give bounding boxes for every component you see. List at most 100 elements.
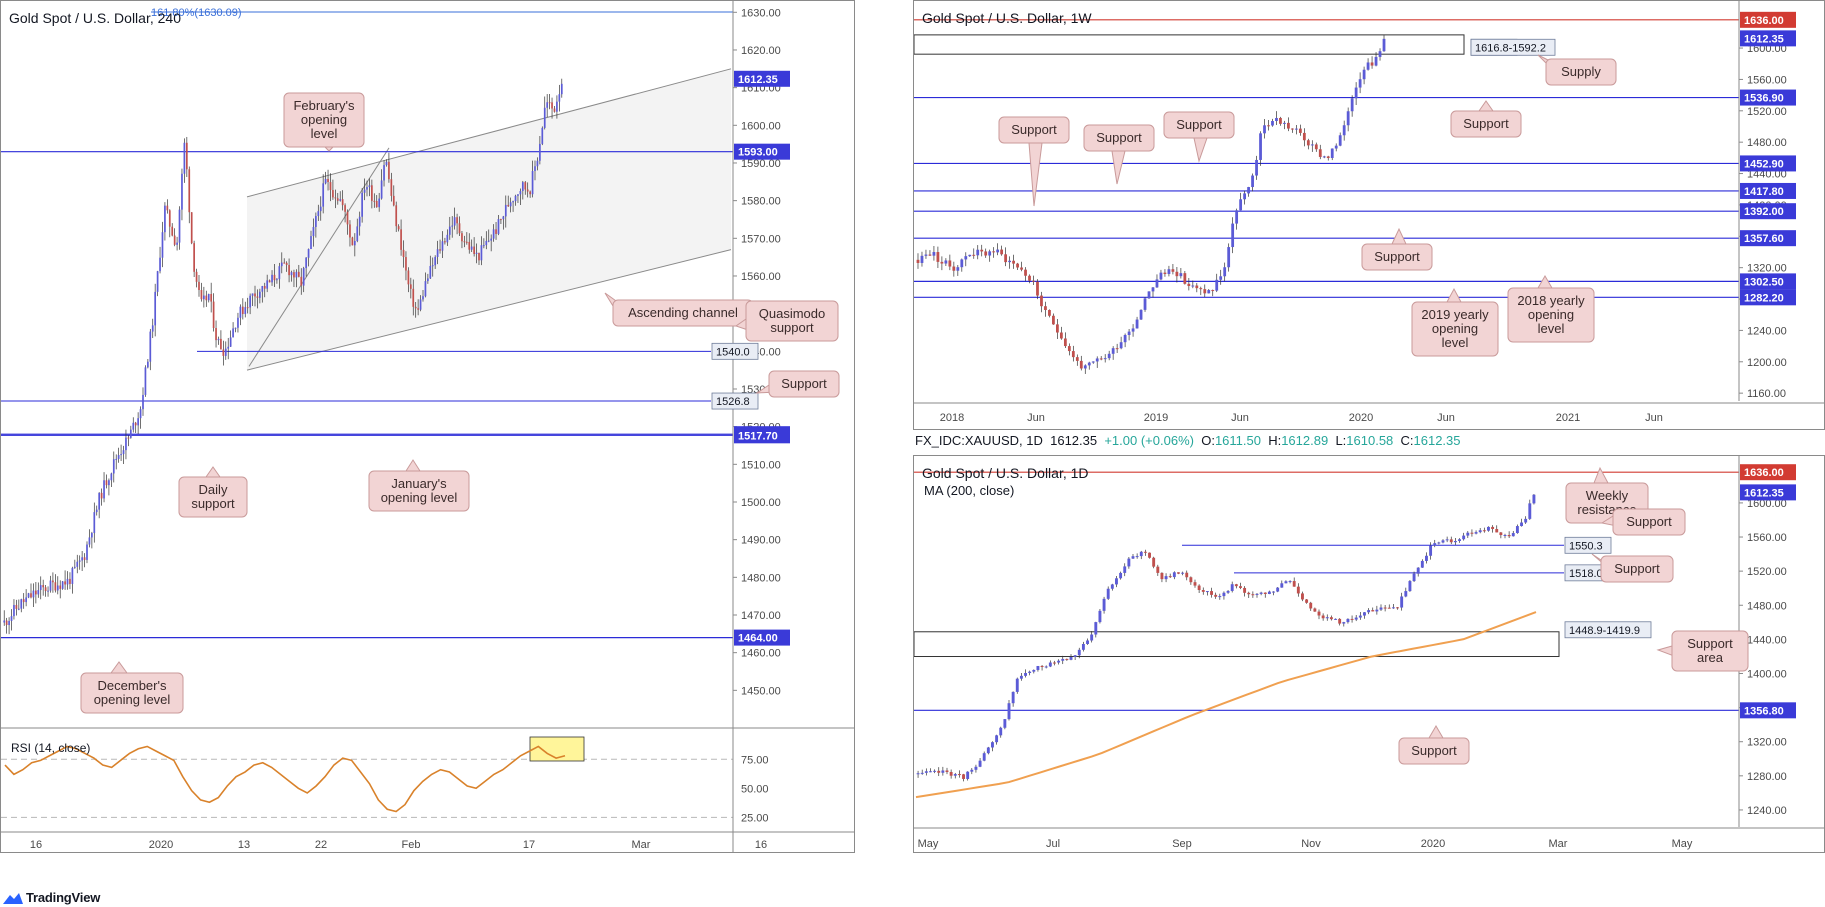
candle-body xyxy=(446,234,449,243)
candle-body xyxy=(553,108,556,112)
time-tick-label: May xyxy=(1672,838,1693,850)
time-tick-label: May xyxy=(918,838,939,850)
h4-chart-svg[interactable]: 161.80%(1630.09) 1630.001620.001610.00160… xyxy=(1,1,855,853)
candle-body xyxy=(1131,556,1135,559)
candle-body xyxy=(1234,584,1238,587)
w1-chart-svg[interactable]: 1600.001560.001520.001480.001440.001400.… xyxy=(914,1,1825,430)
candle-body xyxy=(1090,634,1094,641)
candle-body xyxy=(346,211,349,225)
chart-title: Gold Spot / U.S. Dollar, 240 xyxy=(9,10,181,26)
callout-text: level xyxy=(1538,321,1565,336)
callout-box xyxy=(283,92,365,148)
rsi-highlight-box xyxy=(529,736,585,762)
level-tag-box xyxy=(1564,536,1612,554)
candle-body xyxy=(1275,117,1278,122)
candle-body xyxy=(539,143,541,161)
candle-body xyxy=(1342,125,1346,136)
chart-panel-1w[interactable]: Gold Spot / U.S. Dollar, 1W 1600.00 1560.… xyxy=(913,0,1825,430)
candle-body xyxy=(972,254,976,256)
candle-body xyxy=(47,590,49,592)
candle-body xyxy=(115,458,118,460)
price-label-box xyxy=(1740,11,1796,28)
candle-body xyxy=(69,578,71,584)
candle-body xyxy=(1024,672,1027,676)
callout-text: Support xyxy=(781,376,827,391)
candle-body xyxy=(1127,331,1131,336)
d1-chart-svg[interactable]: 1600.00 1560.00 1520.00 1480.00 1440.00 1400.… xyxy=(914,456,1825,853)
candle-body xyxy=(1020,267,1023,270)
rsi-tick-label: 25.00 xyxy=(741,812,769,824)
candle-body xyxy=(483,245,485,247)
candle-body xyxy=(1086,640,1089,644)
candle-body xyxy=(280,262,283,267)
supply-tag-box xyxy=(1470,38,1556,56)
candle-body xyxy=(95,509,98,513)
candle-body xyxy=(122,450,125,455)
callout-text: 2018 yearly xyxy=(1517,293,1585,308)
candle-body xyxy=(982,753,986,761)
last-price-box xyxy=(734,70,790,87)
time-tick-label: Jun xyxy=(1231,412,1249,424)
candle-body xyxy=(1172,572,1176,578)
candle-body xyxy=(1135,319,1139,329)
callout-box xyxy=(1671,630,1749,672)
candle-body xyxy=(429,265,432,279)
candle-body xyxy=(1106,588,1110,599)
candle-body xyxy=(8,620,10,626)
chart-panel-4h[interactable]: Gold Spot / U.S. Dollar, 240 161.80%(163… xyxy=(0,0,855,853)
tradingview-label: TradingView xyxy=(26,890,101,905)
time-tick-label: Nov xyxy=(1301,838,1321,850)
price-tick-label: 1560.00 xyxy=(741,271,781,283)
candle-body xyxy=(1458,539,1461,541)
callout-box xyxy=(178,476,248,518)
candle-body xyxy=(239,306,242,318)
candle-body xyxy=(1011,691,1015,704)
candle-body xyxy=(20,599,23,609)
callout-text: Support xyxy=(1411,743,1457,758)
callout-text: level xyxy=(311,126,338,141)
candle-body xyxy=(27,593,30,598)
candle-body xyxy=(395,205,398,227)
price-label-text: 1612.35 xyxy=(1744,487,1784,499)
candle-body xyxy=(142,394,144,410)
candle-body xyxy=(1429,545,1433,556)
price-label-text: 1417.80 xyxy=(1744,186,1784,198)
candle-body xyxy=(271,274,273,283)
candle-body xyxy=(151,325,154,332)
candle-body xyxy=(952,266,956,271)
candle-body xyxy=(1015,678,1019,692)
candle-body xyxy=(42,585,45,588)
candle-body xyxy=(978,760,982,767)
candle-body xyxy=(232,328,234,338)
candle-body xyxy=(159,257,161,272)
header-last: 1612.35 xyxy=(1050,433,1098,448)
candle-body xyxy=(263,286,266,289)
candle-body xyxy=(1400,596,1404,608)
callout-text: February's xyxy=(293,98,355,113)
candle-body xyxy=(1280,583,1284,588)
price-label-text: 1392.00 xyxy=(1744,206,1784,218)
candle-body xyxy=(1499,532,1503,536)
candle-body xyxy=(35,590,37,595)
candle-body xyxy=(1375,609,1379,612)
callout-text: Support xyxy=(1614,561,1660,576)
price-label-box xyxy=(1740,89,1796,106)
candle-body xyxy=(139,409,142,419)
candle-body xyxy=(948,260,952,267)
candle-body xyxy=(91,533,93,538)
candle-body xyxy=(1148,552,1151,558)
candle-body xyxy=(332,190,334,198)
candle-body xyxy=(944,260,948,264)
candle-body xyxy=(88,537,91,545)
price-label-box xyxy=(734,143,790,160)
tradingview-footer[interactable]: TradingView xyxy=(0,886,300,907)
callout-box xyxy=(1361,243,1433,271)
chart-panel-1d[interactable]: Gold Spot / U.S. Dollar, 1D MA (200, clo… xyxy=(913,455,1825,853)
callout-pointer xyxy=(1193,137,1208,163)
price-label-text: 1356.80 xyxy=(1744,705,1784,717)
candle-body xyxy=(190,212,193,244)
candle-body xyxy=(1255,593,1259,595)
callout-text: Weekly xyxy=(1586,488,1629,503)
price-label-box xyxy=(734,427,790,444)
candle-body xyxy=(368,185,371,188)
